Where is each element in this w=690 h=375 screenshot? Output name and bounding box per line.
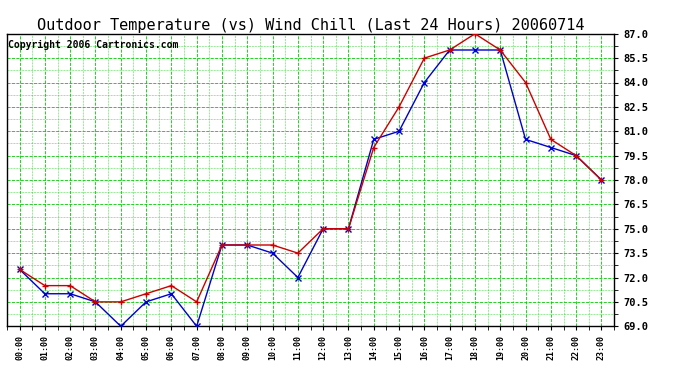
Title: Outdoor Temperature (vs) Wind Chill (Last 24 Hours) 20060714: Outdoor Temperature (vs) Wind Chill (Las… xyxy=(37,18,584,33)
Text: Copyright 2006 Cartronics.com: Copyright 2006 Cartronics.com xyxy=(8,40,179,50)
